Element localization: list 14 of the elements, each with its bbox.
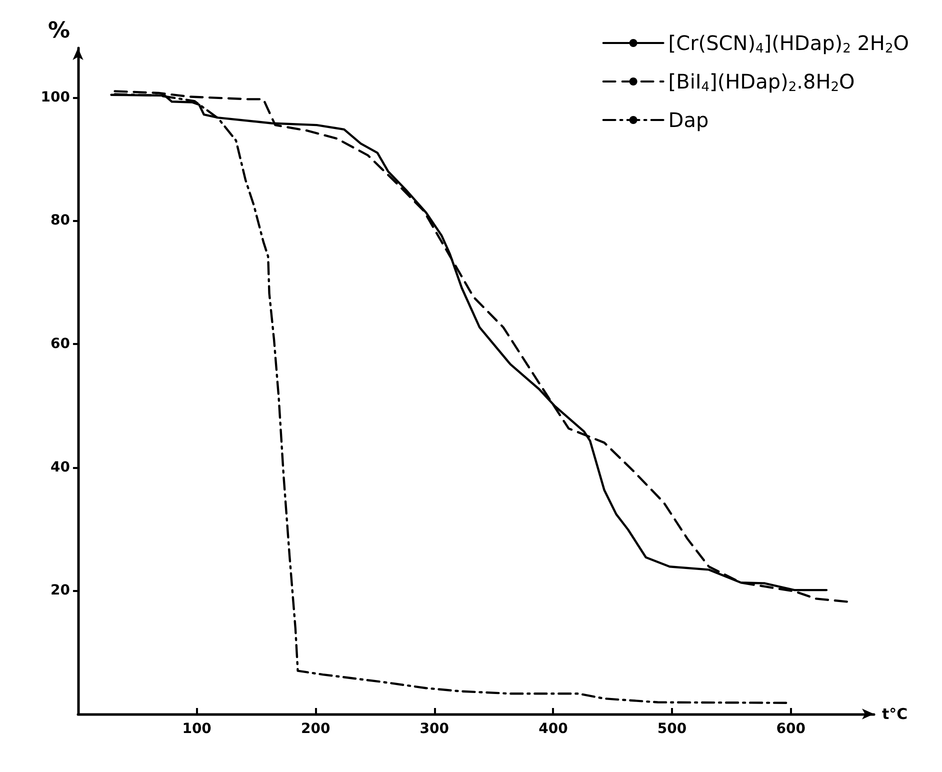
x-tick-label: 600 (776, 721, 806, 737)
legend-label: Dap (668, 108, 709, 132)
x-tick-label: 100 (182, 721, 212, 737)
y-tick-label: 80 (50, 212, 70, 229)
x-tick-label: 500 (657, 721, 687, 737)
y-tick-label: 20 (50, 582, 70, 599)
y-axis-title: % (48, 18, 70, 44)
y-tick-label: 60 (50, 336, 70, 352)
x-axis-title: t°C (882, 705, 908, 723)
x-tick-label: 300 (420, 721, 450, 737)
y-tick-label: 100 (40, 89, 70, 106)
x-tick-label: 400 (538, 721, 568, 737)
x-tick-label: 200 (300, 721, 330, 737)
y-tick-label: 40 (50, 459, 70, 476)
